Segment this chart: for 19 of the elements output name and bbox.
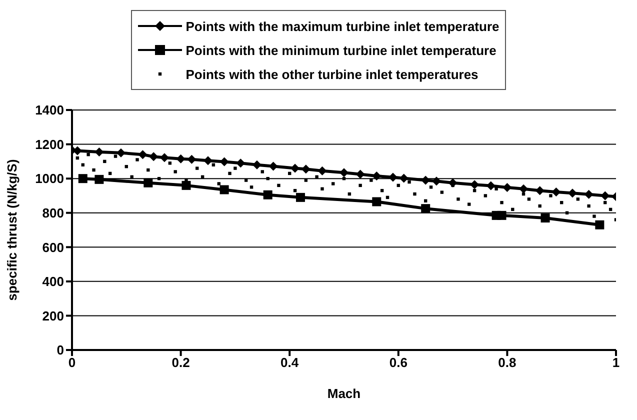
y-tick-label: 0: [56, 342, 64, 358]
y-axis-title: specific thrust (N/kg/S): [4, 159, 20, 301]
x-tick-label: 0.4: [280, 355, 300, 370]
x-tick-label: 1: [612, 355, 620, 370]
y-tick-label: 200: [42, 308, 64, 324]
x-axis-title: Mach: [327, 386, 361, 401]
y-tick-label: 1000: [35, 171, 64, 186]
legend-label: Points with the maximum turbine inlet temperature: [186, 18, 500, 34]
legend-label: Points with the other turbine inlet temperatures: [186, 66, 478, 82]
x-tick-label: 0.6: [389, 355, 408, 370]
legend-label: Points with the minimum turbine inlet temperature: [186, 42, 496, 58]
x-tick-label: 0.8: [498, 355, 516, 370]
y-tick-label: 400: [42, 274, 64, 290]
y-tick-label: 600: [42, 240, 64, 255]
y-tick-label: 1200: [35, 136, 64, 152]
x-tick-label: 0: [68, 355, 76, 370]
y-tick-label: 1400: [35, 102, 64, 118]
x-tick-label: 0.2: [172, 355, 190, 370]
y-tick-label: 800: [42, 205, 64, 220]
